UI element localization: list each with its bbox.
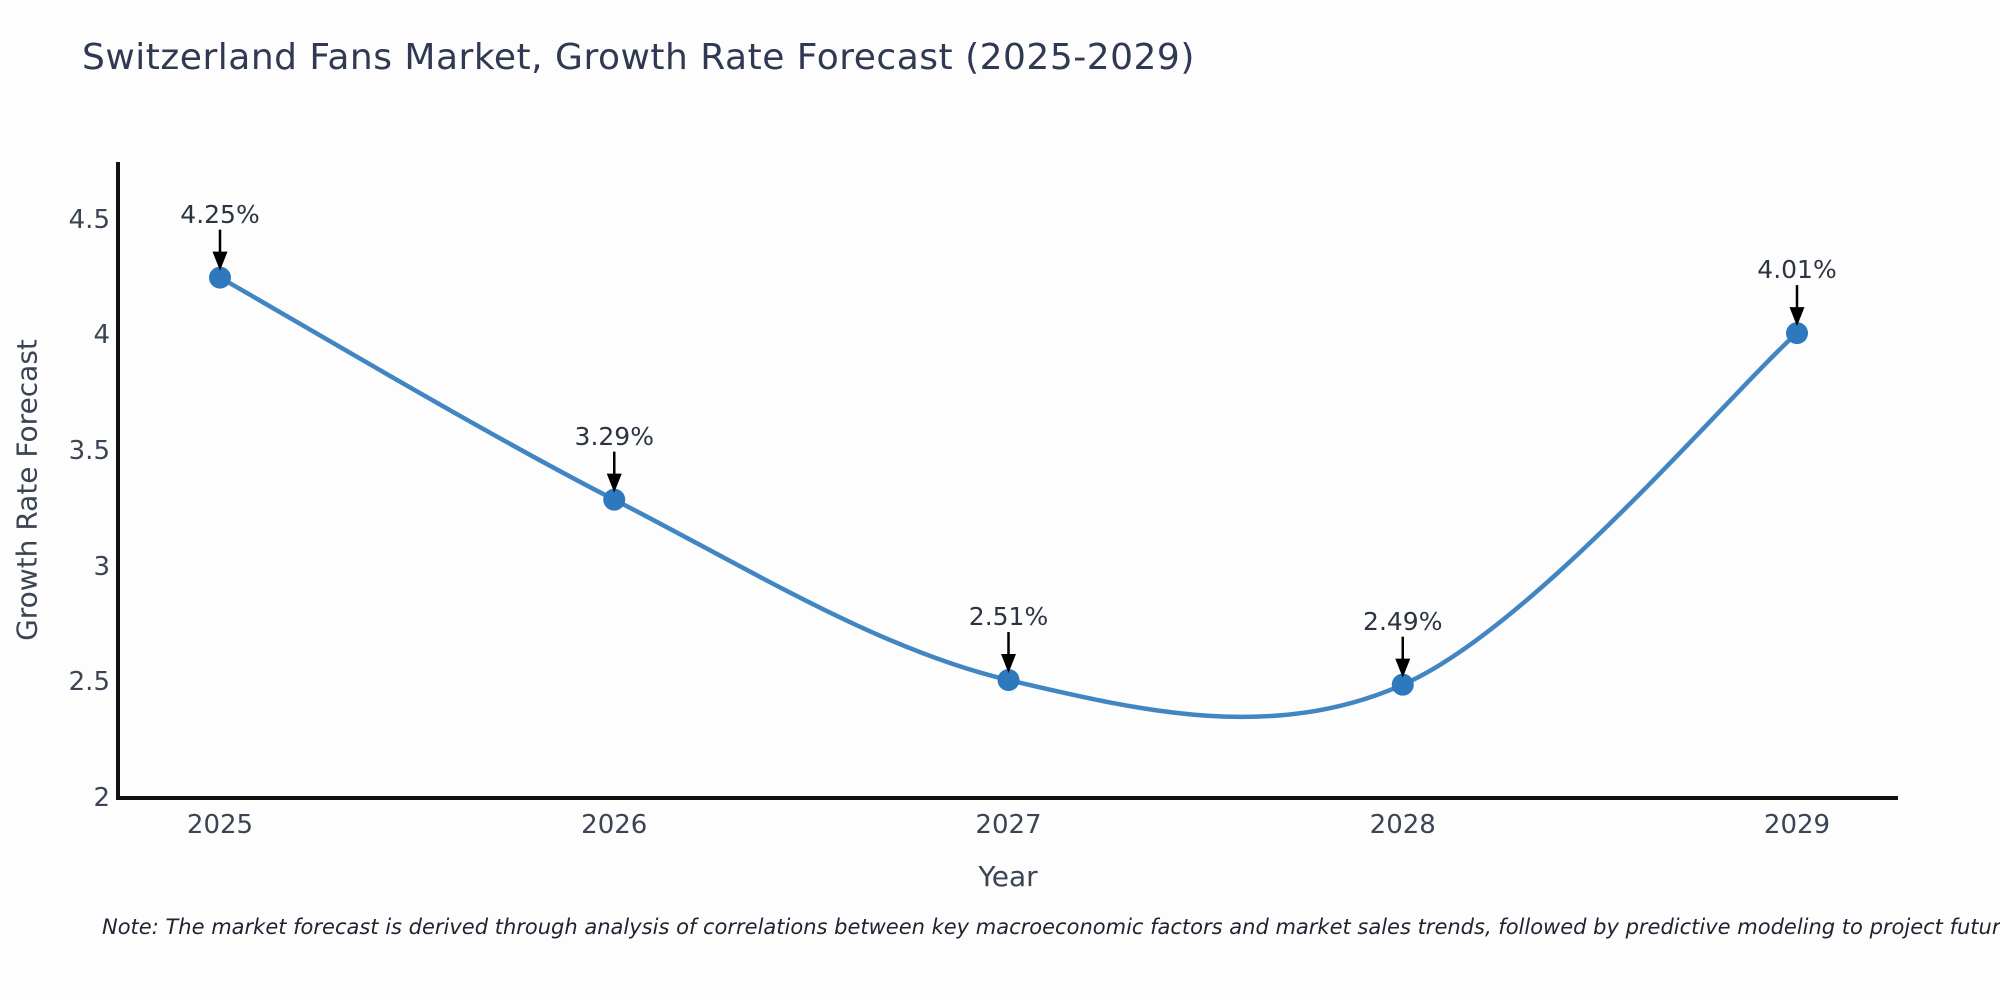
y-axis-title: Growth Rate Forecast (10, 339, 44, 641)
footnote: Note: The market forecast is derived thr… (102, 915, 2000, 939)
annotation-arrow-head (1789, 307, 1805, 327)
x-tick-label: 2029 (1763, 810, 1831, 840)
y-tick-label: 3.5 (68, 436, 110, 467)
data-point-label: 4.01% (1757, 255, 1837, 285)
y-tick-label: 4.5 (68, 204, 110, 235)
x-tick-label: 2026 (581, 810, 648, 840)
y-tick-label: 3 (93, 551, 110, 582)
annotation-arrow-head (212, 251, 228, 271)
data-point-marker (1786, 322, 1808, 345)
data-point-label: 3.29% (574, 421, 654, 451)
data-point-marker (1391, 673, 1414, 696)
data-point-marker (209, 266, 231, 289)
x-tick-label: 2025 (186, 810, 254, 840)
y-tick-label: 2.5 (68, 667, 110, 698)
x-tick-label: 2028 (1369, 810, 1436, 840)
x-tick-label: 2027 (975, 810, 1042, 840)
chart-title: Switzerland Fans Market, Growth Rate For… (82, 37, 1195, 78)
data-point-label: 2.49% (1363, 606, 1443, 636)
x-axis-title: Year (978, 860, 1038, 893)
data-point-marker (997, 669, 1020, 692)
data-point-marker (603, 488, 626, 511)
annotation-arrow-head (1001, 654, 1016, 674)
y-tick-label: 2 (93, 783, 110, 813)
data-point-label: 2.51% (968, 602, 1049, 632)
annotation-arrow-head (1395, 658, 1411, 678)
data-point-label: 4.25% (180, 199, 260, 229)
annotation-arrow-head (606, 473, 622, 493)
y-tick-label: 4 (93, 320, 110, 351)
